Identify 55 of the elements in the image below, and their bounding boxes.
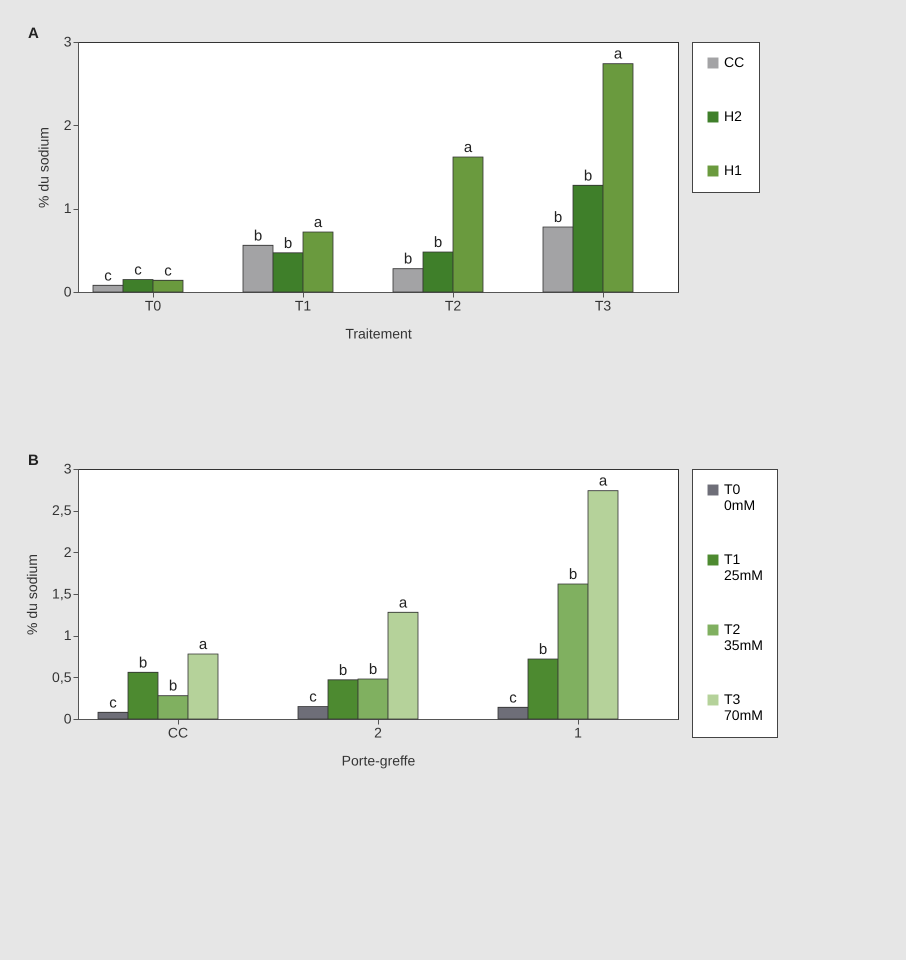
data-label: b	[368, 661, 378, 678]
x-tick-label: T1	[294, 298, 312, 314]
data-label: b	[168, 678, 178, 695]
data-label: b	[584, 167, 592, 184]
data-label: b	[554, 209, 562, 226]
x-tick-label: CC	[168, 724, 188, 740]
data-label: a	[598, 472, 608, 490]
data-label: c	[309, 688, 318, 706]
y-tick-label: 2	[64, 116, 72, 133]
chart-title: A	[28, 25, 39, 42]
x-tick-label: 2	[374, 724, 382, 740]
data-label: b	[338, 662, 348, 679]
data-label: a	[398, 594, 408, 612]
data-label: c	[134, 262, 142, 278]
data-label: c	[509, 689, 518, 706]
data-label: a	[614, 46, 623, 63]
y-tick-label: 3	[64, 460, 72, 476]
legend-label: T2 35mM	[724, 621, 763, 653]
y-tick-label: 2	[64, 544, 72, 560]
x-tick-label: 1	[574, 724, 582, 740]
y-axis-title: % du sodium	[36, 127, 52, 208]
x-tick-label: T2	[444, 298, 462, 314]
data-label: a	[198, 636, 208, 653]
data-label: b	[254, 227, 262, 244]
data-label: b	[138, 654, 148, 672]
data-label: b	[434, 234, 442, 251]
data-label: a	[314, 214, 323, 231]
y-tick-label: 3	[64, 34, 72, 50]
data-label: b	[538, 641, 548, 658]
legend-label: H1	[724, 162, 742, 178]
data-label: b	[568, 566, 578, 583]
legend-label: CC	[724, 54, 744, 70]
data-label: b	[404, 250, 412, 268]
y-tick-label: 2,5	[52, 502, 72, 518]
data-label: c	[164, 262, 172, 280]
y-tick-label: 1	[64, 627, 72, 644]
legend-label: T1 25mM	[724, 551, 763, 583]
legend-label: T0 0mM	[724, 481, 756, 513]
x-tick-label: T0	[144, 298, 162, 314]
y-axis-title: % du sodium	[24, 554, 40, 635]
y-tick-label: 0,5	[52, 668, 72, 685]
y-tick-label: 0	[64, 710, 72, 726]
data-label: c	[109, 694, 118, 712]
y-tick-label: 1	[64, 200, 72, 216]
data-label: c	[104, 267, 112, 284]
x-axis-title: Porte-greffe	[342, 752, 416, 768]
x-axis-title: Traitement	[345, 326, 412, 342]
y-tick-label: 0	[64, 284, 72, 300]
data-label: b	[284, 234, 292, 252]
legend-label: T3 70mM	[724, 691, 763, 723]
chart-title: B	[28, 452, 39, 469]
x-tick-label: T3	[594, 298, 612, 314]
legend-label: H2	[724, 108, 742, 124]
data-label: a	[464, 139, 473, 156]
y-tick-label: 1,5	[52, 586, 72, 602]
